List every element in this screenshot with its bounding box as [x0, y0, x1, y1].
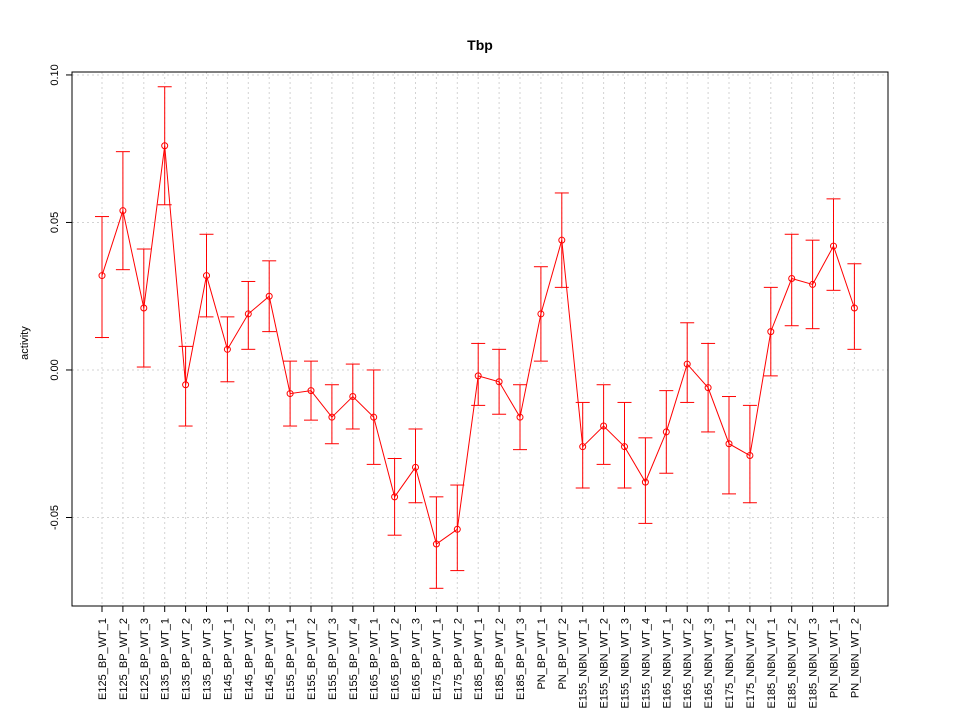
x-tick-label: E185_BP_WT_1 [473, 618, 485, 700]
x-tick-label: E165_BP_WT_1 [369, 618, 381, 700]
data-point [704, 384, 712, 392]
data-point [453, 525, 461, 533]
data-point [537, 310, 545, 318]
data-point [432, 540, 440, 548]
x-tick-label: PN_NBN_WT_2 [849, 618, 861, 698]
data-point [830, 242, 837, 250]
data-point [579, 443, 587, 451]
data-point [140, 304, 148, 312]
data-point [391, 493, 399, 501]
x-tick-label: E155_BP_WT_3 [327, 618, 339, 700]
data-point [412, 463, 419, 471]
x-tick-label: E185_NBN_WT_2 [787, 618, 799, 709]
x-tick-label: E165_NBN_WT_2 [682, 618, 694, 709]
x-tick-label: E155_NBN_WT_3 [620, 618, 632, 709]
y-tick-label: -0.05 [49, 505, 61, 530]
y-tick-label: 0.00 [49, 359, 61, 380]
chart-title: Tbp [467, 37, 493, 53]
x-tick-label: E175_NBN_WT_2 [745, 618, 757, 709]
data-point [328, 413, 336, 421]
data-point [516, 413, 524, 421]
y-axis-label: activity [19, 326, 31, 360]
data-point [244, 310, 252, 318]
plot-frame [71, 71, 889, 607]
x-tick-label: E155_NBN_WT_2 [599, 618, 611, 709]
x-tick-label: E185_NBN_WT_1 [766, 618, 778, 709]
data-point [119, 207, 127, 215]
x-tick-label: E125_BP_WT_3 [139, 618, 151, 700]
data-point [223, 345, 231, 353]
data-point [683, 360, 691, 368]
y-tick-label: 0.10 [49, 64, 61, 85]
x-tick-label: E125_BP_WT_2 [118, 618, 130, 700]
y-tick-label: 0.05 [49, 212, 61, 233]
data-point [98, 272, 106, 280]
x-tick-label: PN_BP_WT_1 [536, 618, 548, 690]
data-point [641, 478, 649, 486]
x-tick-label: E145_BP_WT_2 [243, 618, 255, 700]
data-point [767, 328, 775, 336]
data-point [370, 413, 378, 421]
data-point [265, 292, 273, 300]
x-tick-label: E185_BP_WT_2 [494, 618, 506, 700]
data-point [746, 452, 754, 460]
x-tick-label: E145_BP_WT_3 [264, 618, 276, 700]
x-tick-label: E155_BP_WT_2 [306, 618, 318, 700]
data-point [203, 272, 210, 280]
data-point [474, 372, 482, 380]
y-axis: -0.05 0.00 0.05 0.10 [49, 64, 72, 530]
x-tick-label: E175_NBN_WT_1 [724, 618, 736, 709]
x-tick-label: E135_BP_WT_1 [160, 618, 172, 700]
data-point [600, 422, 608, 430]
x-tick-label: E145_BP_WT_1 [222, 618, 234, 700]
x-tick-label: PN_BP_WT_2 [557, 618, 569, 690]
x-tick-label: E165_BP_WT_3 [411, 618, 423, 700]
data-point [809, 280, 817, 288]
x-axis: E125_BP_WT_1 E125_BP_WT_2 E125_BP_WT_3 E135… [97, 606, 861, 709]
x-tick-label: E185_BP_WT_3 [515, 618, 527, 700]
x-tick-label: E155_NBN_WT_4 [640, 618, 652, 709]
x-tick-label: E185_NBN_WT_3 [808, 618, 820, 709]
x-tick-label: E155_NBN_WT_1 [578, 618, 590, 709]
data-point [286, 390, 294, 398]
x-tick-label: E135_BP_WT_3 [202, 618, 214, 700]
x-tick-label: E165_NBN_WT_3 [703, 618, 715, 709]
data-point [662, 428, 670, 436]
data-point [788, 275, 796, 283]
x-tick-label: E155_BP_WT_4 [348, 618, 360, 700]
x-tick-label: E175_BP_WT_1 [431, 618, 443, 700]
error-bars [95, 86, 862, 589]
data-point [495, 378, 503, 386]
data-point [558, 236, 566, 244]
series [98, 142, 858, 548]
data-point [161, 142, 169, 150]
x-tick-label: E155_BP_WT_1 [285, 618, 297, 700]
data-point [349, 393, 357, 401]
x-tick-label: E165_NBN_WT_1 [661, 618, 673, 709]
data-point [307, 387, 315, 395]
x-tick-label: E125_BP_WT_1 [97, 618, 109, 700]
x-tick-label: E175_BP_WT_2 [452, 618, 464, 700]
x-tick-label: E135_BP_WT_2 [181, 618, 193, 700]
data-point [725, 440, 733, 448]
data-point [182, 381, 190, 389]
x-tick-label: PN_NBN_WT_1 [829, 618, 841, 698]
series-line [101, 145, 855, 545]
x-tick-label: E165_BP_WT_2 [390, 618, 402, 700]
data-point [850, 304, 858, 312]
data-point [621, 443, 628, 451]
